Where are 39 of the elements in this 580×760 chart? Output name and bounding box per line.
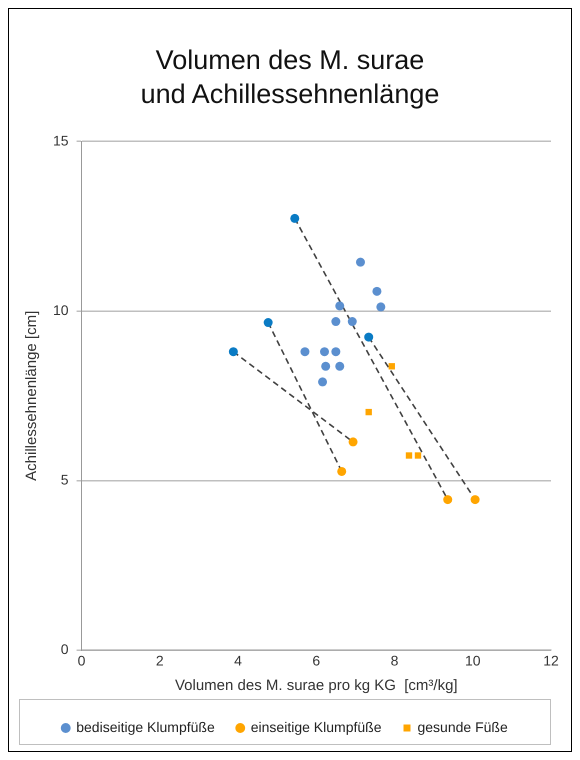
point: [331, 347, 340, 356]
x-tick-label: 6: [312, 652, 320, 668]
y-axis-title: Achillessehnenlänge [cm]: [23, 310, 40, 481]
legend-label: einseitige Klumpfüße: [250, 718, 382, 735]
x-tick-label: 0: [78, 652, 86, 668]
point: [321, 362, 330, 371]
point: [443, 495, 452, 504]
point: [372, 286, 382, 296]
y-tick-label: 10: [52, 302, 69, 318]
point: [318, 377, 328, 386]
point: [388, 363, 395, 370]
point: [470, 495, 480, 504]
point: [335, 301, 344, 310]
point: [337, 466, 346, 476]
y-tick-label: 15: [52, 132, 69, 148]
legend-label: bediseitige Klumpfüße: [76, 718, 215, 735]
x-tick-label: 8: [390, 652, 399, 668]
point: [300, 347, 310, 356]
point: [356, 258, 365, 267]
legend-label: gesunde Füße: [417, 718, 508, 735]
point: [331, 317, 340, 326]
y-tick-label: 5: [60, 471, 69, 488]
point: [366, 408, 372, 416]
x-tick-label: 12: [543, 652, 559, 668]
point: [376, 302, 386, 312]
point: [348, 437, 358, 446]
x-tick-label: 4: [234, 652, 242, 668]
point: [348, 317, 357, 326]
point: [364, 332, 374, 342]
point: [264, 318, 273, 328]
x-tick-label: 10: [464, 652, 481, 668]
x-tick-label: 2: [156, 652, 164, 668]
point: [228, 347, 238, 356]
point: [320, 347, 329, 356]
point: [335, 362, 344, 371]
x-axis-title: Volumen des M. surae pro kg KG [cm³/kg]: [174, 677, 458, 694]
y-tick-label: 0: [60, 641, 69, 658]
point: [290, 214, 300, 223]
chart-title: Volumen des M. surae und Achillessehnenlänge: [140, 44, 440, 111]
